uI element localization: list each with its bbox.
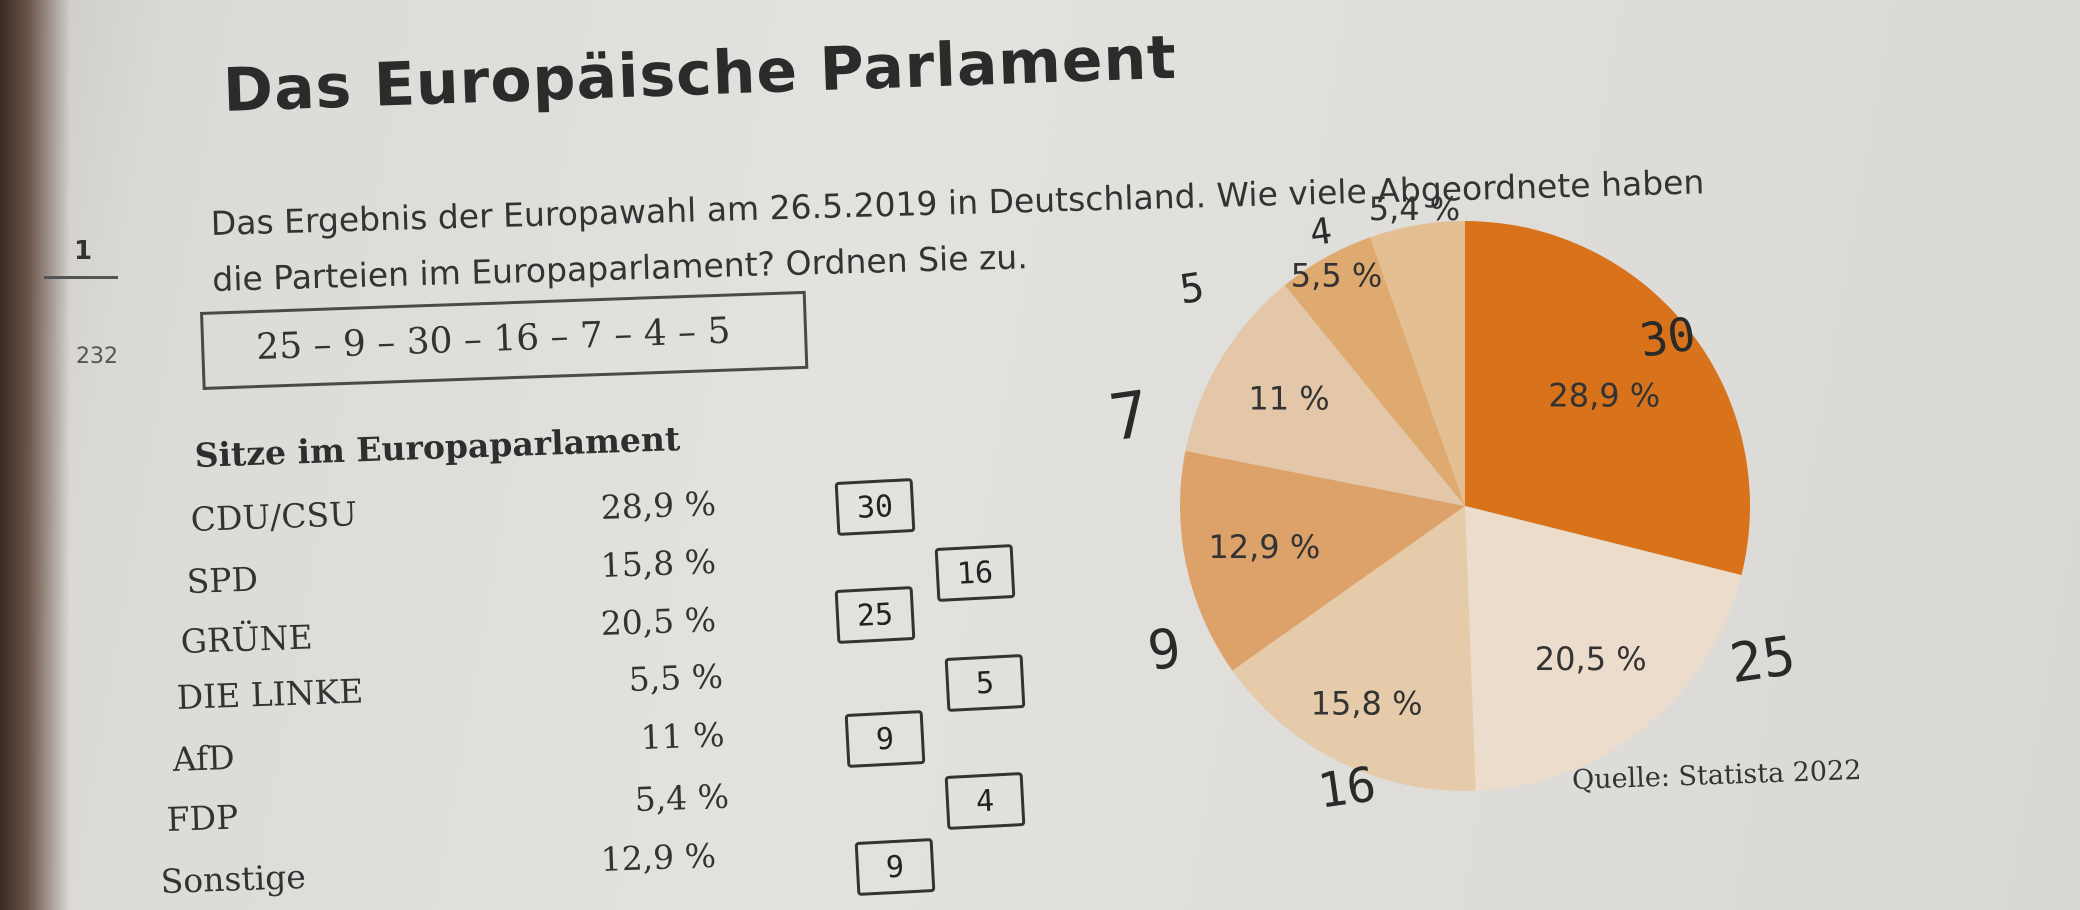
party-percentage: 15,8 % [600,541,717,585]
page-fold-shadow [0,0,70,910]
task-number-underline [44,276,118,279]
answer-box[interactable]: 25 [834,585,916,645]
pie-slice [1465,506,1742,791]
pie-slice-label: 15,8 % [1311,684,1423,722]
party-name: Sonstige [160,856,307,901]
handwritten-note: 30 [1636,306,1699,368]
party-name: GRÜNE [180,617,314,661]
pie-chart: 28,9 % 20,5 % 15,8 % 12,9 % 11 % 5,5 % 5,4 % [1120,190,1800,796]
pie-slice [1180,450,1465,671]
party-name: CDU/CSU [190,494,358,539]
party-name: SPD [186,559,259,601]
instruction-line-2: die Parteien im Europaparlament? Ordnen … [211,237,1029,299]
handwritten-note: 16 [1314,756,1380,820]
pie-slice [1232,506,1476,791]
pie-chart-svg: 28,9 % 20,5 % 15,8 % 12,9 % 11 % 5,5 % 5,4 % [1180,190,1750,791]
answer-box[interactable]: 16 [934,543,1016,603]
party-percentage: 5,5 % [628,656,724,699]
pie-slice-label: 12,9 % [1208,528,1320,566]
pie-slice-label: 28,9 % [1548,376,1660,414]
pie-slice [1185,285,1465,506]
party-percentage: 12,9 % [600,835,717,879]
pie-slice [1465,221,1750,576]
pie-slice-label: 5,4 % [1369,190,1460,228]
party-name: AfD [172,737,236,779]
party-name: FDP [166,797,239,839]
pie-slice [1284,237,1465,507]
answer-box[interactable]: 30 [834,477,916,537]
page-title: Das Europäische Parlament [222,22,1178,126]
party-percentage: 5,4 % [634,776,730,819]
task-number: 1 [74,236,93,266]
pie-slice [1370,221,1465,506]
answer-box[interactable]: 5 [944,653,1026,713]
party-percentage: 20,5 % [600,599,717,643]
pie-slice-label: 11 % [1248,379,1329,417]
party-percentage: 11 % [640,715,726,757]
seats-heading: Sitze im Europaparlament [194,419,681,475]
page-reference: 232 [76,344,118,369]
handwritten-note: 25 [1725,623,1800,696]
party-name: DIE LINKE [176,671,364,717]
pie-slice-label: 5,5 % [1291,256,1382,294]
answer-box[interactable]: 4 [944,771,1026,831]
pie-slice-label: 20,5 % [1535,640,1647,678]
party-percentage: 28,9 % [600,483,717,527]
answer-box[interactable]: 9 [844,709,926,769]
numbers-box-text: 25 – 9 – 30 – 16 – 7 – 4 – 5 [255,310,732,369]
answer-box[interactable]: 9 [854,837,936,897]
